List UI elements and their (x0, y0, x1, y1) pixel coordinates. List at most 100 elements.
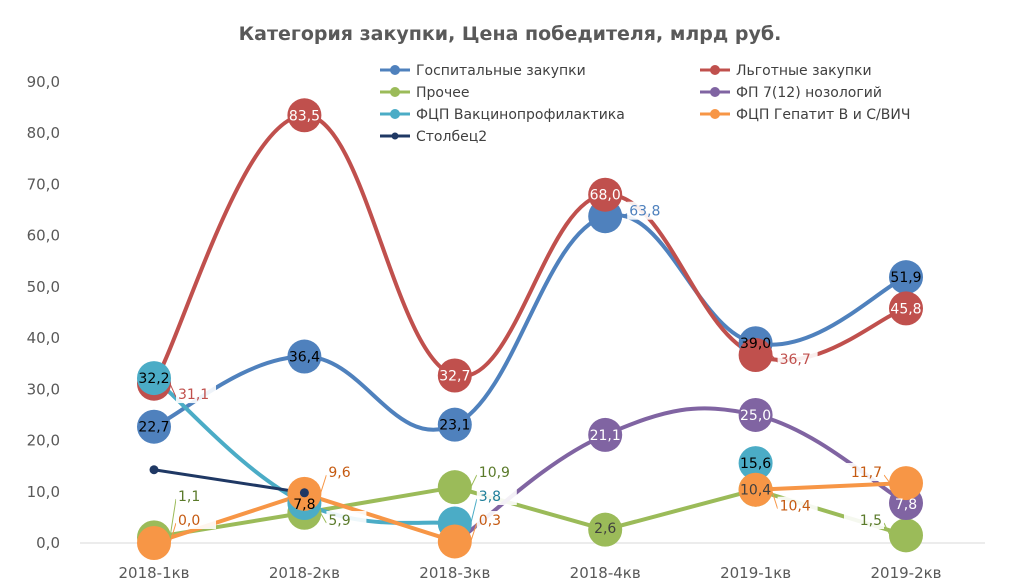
x-tick-label: 2018-2кв (269, 564, 340, 582)
legend-marker (391, 132, 399, 140)
data-label: 3,8 (479, 489, 501, 505)
data-label: 32,2 (138, 371, 169, 387)
label-background (777, 496, 818, 515)
data-point (889, 518, 923, 553)
x-tick-label: 2019-1кв (720, 564, 791, 582)
data-label: 68,0 (590, 188, 621, 204)
data-label: 23,1 (439, 418, 470, 434)
legend-label: Госпитальные закупки (416, 63, 586, 79)
y-tick-label: 40,0 (27, 329, 60, 347)
data-point (437, 524, 472, 559)
data-point (588, 512, 623, 547)
series-lines (152, 113, 908, 545)
legend-marker (390, 65, 400, 75)
data-point (299, 488, 309, 498)
label-leader-line (470, 474, 478, 488)
legend-label: Льготные закупки (736, 63, 872, 79)
label-background (476, 463, 517, 481)
label-leader-line (771, 489, 779, 509)
label-background (176, 511, 216, 529)
data-point (137, 409, 171, 444)
label-background (326, 511, 367, 529)
data-label: 32,7 (439, 369, 470, 385)
data-point (889, 260, 923, 295)
legend-item-льготные-закупки: Льготные закупки (700, 63, 872, 79)
data-point (137, 526, 171, 560)
chart-title: Категория закупки, Цена победителя, млрд… (239, 23, 782, 45)
series-markers (137, 98, 923, 560)
label-background (844, 511, 884, 529)
y-tick-label: 90,0 (27, 73, 60, 91)
legend-marker (710, 87, 720, 97)
data-point (149, 465, 159, 475)
y-tick-label: 0,0 (36, 534, 60, 552)
label-leader-line (169, 383, 177, 398)
legend-label: ФЦП Вакцинопрофилактика (416, 107, 625, 123)
data-label: 11,7 (851, 465, 882, 481)
legend-item-прочее: Прочее (380, 85, 469, 101)
series-line-фп-7-12-нозологий (453, 406, 908, 545)
data-label: 1,1 (178, 489, 200, 505)
label-leader-line (319, 512, 327, 524)
legend-marker (390, 109, 400, 119)
legend-item-госпитальные-закупки: Госпитальные закупки (380, 63, 586, 79)
data-label: 10,9 (479, 465, 510, 481)
x-axis: 2018-1кв 2018-2кв 2018-3кв 2018-4кв 2019-1кв… (80, 542, 985, 582)
legend-label: Столбец2 (416, 129, 487, 145)
label-leader-line (883, 522, 891, 536)
data-label: 2,6 (594, 521, 616, 537)
data-point (437, 358, 472, 393)
data-label: 9,6 (328, 465, 350, 481)
data-point (588, 177, 623, 212)
legend: Госпитальные закупки Льготные закупки Проч… (380, 63, 910, 145)
data-label: 45,8 (890, 301, 921, 317)
data-point (738, 446, 773, 481)
y-tick-label: 60,0 (27, 227, 60, 245)
data-point (437, 470, 472, 505)
label-background (326, 463, 367, 481)
x-tick-label: 2018-4кв (570, 564, 641, 582)
data-point (287, 339, 322, 374)
data-point (588, 417, 623, 452)
data-point (738, 397, 773, 432)
series-line-фцп-гепатит-в-и-с-вич (755, 481, 907, 492)
legend-label: Прочее (416, 85, 469, 101)
label-background (476, 487, 517, 505)
y-tick-label: 50,0 (27, 278, 60, 296)
data-point (889, 291, 923, 326)
label-background (176, 385, 216, 404)
data-point (738, 338, 773, 373)
data-label: 36,4 (289, 350, 320, 366)
data-label: 21,1 (590, 428, 621, 444)
data-label: 0,3 (479, 513, 501, 529)
legend-label: ФП 7(12) нозологий (736, 85, 882, 101)
data-point (287, 98, 322, 133)
legend-item-фцп-гепатит-в-и-с-вич: ФЦП Гепатит В и С/ВИЧ (700, 107, 910, 123)
data-point (137, 361, 171, 396)
label-leader-line (470, 522, 478, 542)
x-tick-label: 2018-3кв (419, 564, 490, 582)
legend-label: ФЦП Гепатит В и С/ВИЧ (736, 107, 910, 123)
data-label: 25,0 (740, 408, 771, 424)
data-point (889, 466, 923, 501)
data-labels: 32,2 31,1 22,7 1,1 0,0 83,5 36,4 9,6 7,8 5,9 32,7 2… (138, 108, 922, 544)
y-tick-label: 30,0 (27, 380, 60, 398)
legend-item-столбец2: Столбец2 (380, 129, 487, 145)
y-axis: 0,0 10,0 20,0 30,0 40,0 50,0 60,0 70,0 80,0 90,0 (27, 73, 60, 552)
label-leader-line (169, 498, 177, 538)
data-label: 39,0 (740, 336, 771, 352)
data-label: 15,6 (740, 456, 771, 472)
data-label: 7,8 (895, 497, 917, 513)
series-line-госпитальные-закупки (153, 212, 907, 432)
data-label: 10,4 (780, 499, 811, 515)
label-leader-line (470, 498, 478, 524)
legend-marker (390, 87, 400, 97)
label-background (777, 350, 818, 369)
data-label: 31,1 (178, 387, 209, 403)
x-tick-label: 2019-2кв (870, 564, 941, 582)
y-tick-label: 20,0 (27, 432, 60, 450)
x-tick-label: 2018-1кв (118, 564, 189, 582)
data-label: 0,0 (178, 513, 200, 529)
legend-item-фцп-вакцинопрофилактика: ФЦП Вакцинопрофилактика (380, 107, 625, 123)
